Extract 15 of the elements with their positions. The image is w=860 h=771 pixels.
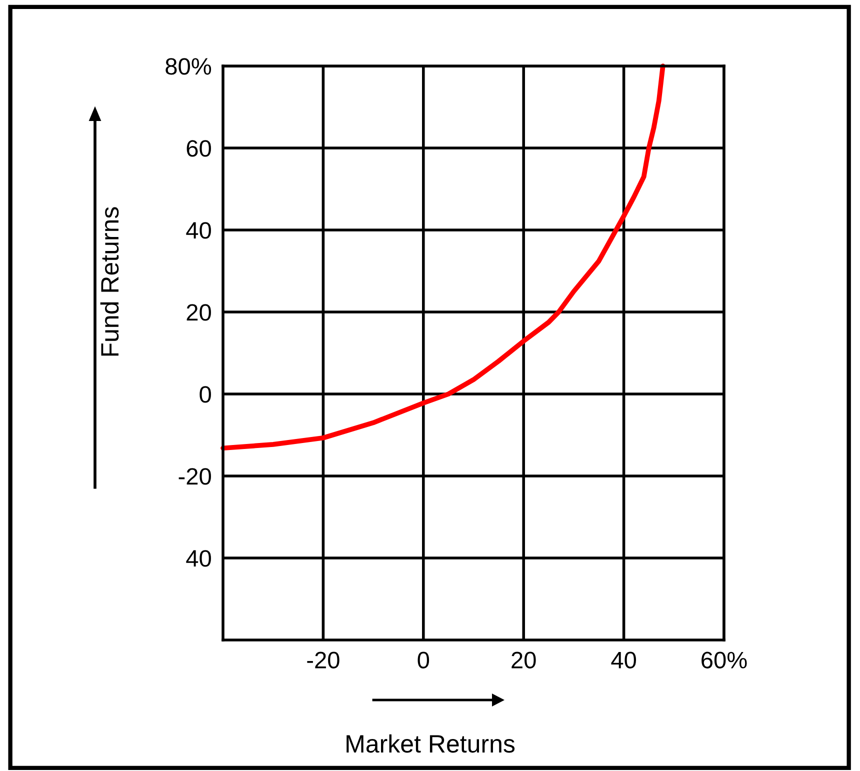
y-tick-label: -20 — [178, 468, 211, 485]
x-tick-label: -20 — [307, 652, 340, 668]
line-series — [220, 64, 666, 451]
x-tick-label: 0 — [418, 652, 430, 668]
x-tick-label: 20 — [512, 652, 536, 668]
y-tick-label: 20 — [186, 304, 211, 321]
x-tick-label: 60% — [702, 652, 747, 668]
y-axis-title: Fund Returns — [100, 207, 119, 356]
y-tick-label: 80% — [166, 58, 212, 75]
y-tick-label: 40 — [186, 550, 211, 567]
y-tick-label: 0 — [200, 386, 211, 403]
y-tick-label: 40 — [186, 222, 211, 239]
y-tick-label: 60 — [186, 140, 211, 157]
x-tick-label: 40 — [611, 652, 636, 668]
x-axis-title: Market Returns — [346, 734, 515, 753]
